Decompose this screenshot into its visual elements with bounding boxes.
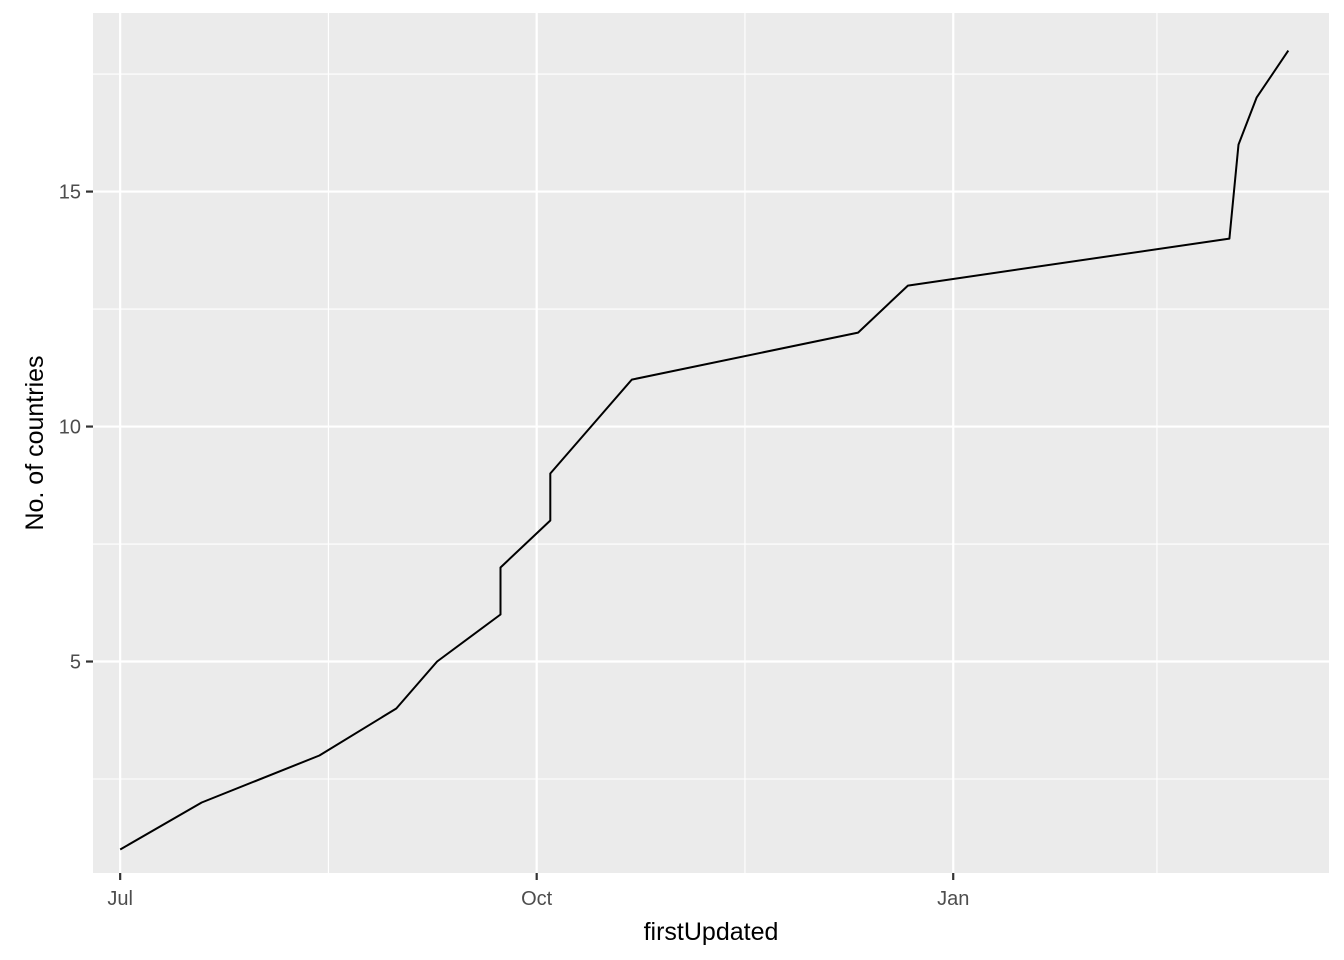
series-layer <box>119 50 1290 851</box>
x-tick-label: Jan <box>937 888 969 910</box>
axis-ticks <box>86 190 955 880</box>
y-tick-label: 5 <box>70 652 81 674</box>
x-tick-label: Oct <box>521 888 553 910</box>
y-tick-labels: 5 10 15 <box>59 182 81 674</box>
y-tick-label: 15 <box>59 182 81 204</box>
x-tick-labels: Jul Oct Jan <box>107 888 969 910</box>
y-tick-label: 10 <box>59 417 81 439</box>
y-axis-title: No. of countries <box>21 355 49 530</box>
x-tick-label: Jul <box>107 888 133 910</box>
minor-gridlines <box>93 13 1329 873</box>
plot-panel <box>93 13 1329 873</box>
major-gridlines <box>93 13 1329 873</box>
series-line-1 <box>119 50 1290 851</box>
x-axis-title: firstUpdated <box>644 918 779 946</box>
